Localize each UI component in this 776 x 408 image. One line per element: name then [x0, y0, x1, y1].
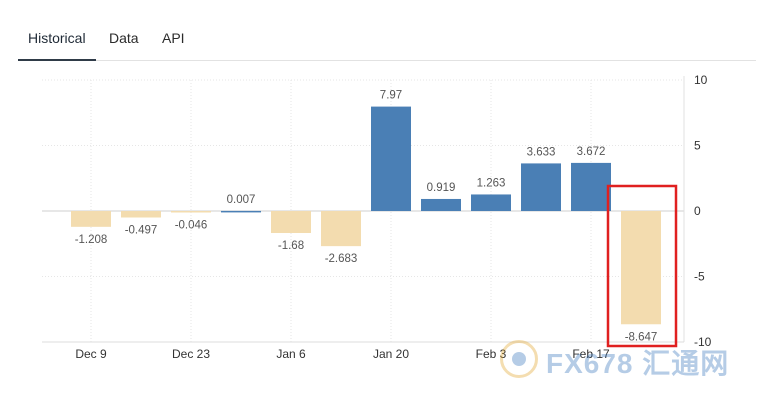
- data-label: -8.647: [625, 331, 658, 343]
- data-label: 3.633: [527, 146, 556, 158]
- data-label: 1.263: [477, 177, 506, 189]
- data-label: -1.208: [75, 234, 108, 246]
- data-label: 0.007: [227, 194, 256, 206]
- y-tick-label: 5: [694, 139, 701, 153]
- tab-bar: Historical Data API: [18, 24, 756, 61]
- bar: [221, 210, 261, 213]
- x-tick-label: Jan 20: [373, 347, 409, 361]
- x-tick-label: Feb 17: [572, 347, 610, 361]
- bar: [371, 106, 411, 211]
- bar: [521, 163, 561, 211]
- tab-data[interactable]: Data: [109, 30, 139, 46]
- data-label: 0.919: [427, 182, 456, 194]
- bar: [271, 211, 311, 234]
- y-tick-label: 10: [694, 73, 708, 87]
- y-tick-label: -5: [694, 270, 705, 284]
- bar: [621, 211, 661, 325]
- tab-historical[interactable]: Historical: [28, 30, 86, 46]
- bar: [321, 211, 361, 247]
- data-label: -2.683: [325, 253, 358, 265]
- bar: [471, 194, 511, 211]
- bar: [121, 211, 161, 218]
- data-label: 3.672: [577, 146, 606, 158]
- active-tab-indicator: [18, 59, 96, 61]
- data-label: -1.68: [278, 240, 304, 252]
- tab-api[interactable]: API: [162, 30, 185, 46]
- bar: [71, 211, 111, 227]
- bar: [171, 211, 211, 213]
- x-tick-label: Jan 6: [276, 347, 306, 361]
- bar: [421, 198, 461, 211]
- y-tick-label: 0: [694, 204, 701, 218]
- x-tick-label: Feb 3: [476, 347, 507, 361]
- x-tick-label: Dec 23: [172, 347, 210, 361]
- bar: [571, 162, 611, 211]
- x-tick-label: Dec 9: [75, 347, 107, 361]
- data-label: -0.046: [175, 220, 208, 232]
- y-tick-label: -10: [694, 335, 712, 349]
- data-label: -0.497: [125, 225, 158, 237]
- data-label: 7.97: [380, 90, 402, 102]
- highlight-box: [606, 184, 678, 348]
